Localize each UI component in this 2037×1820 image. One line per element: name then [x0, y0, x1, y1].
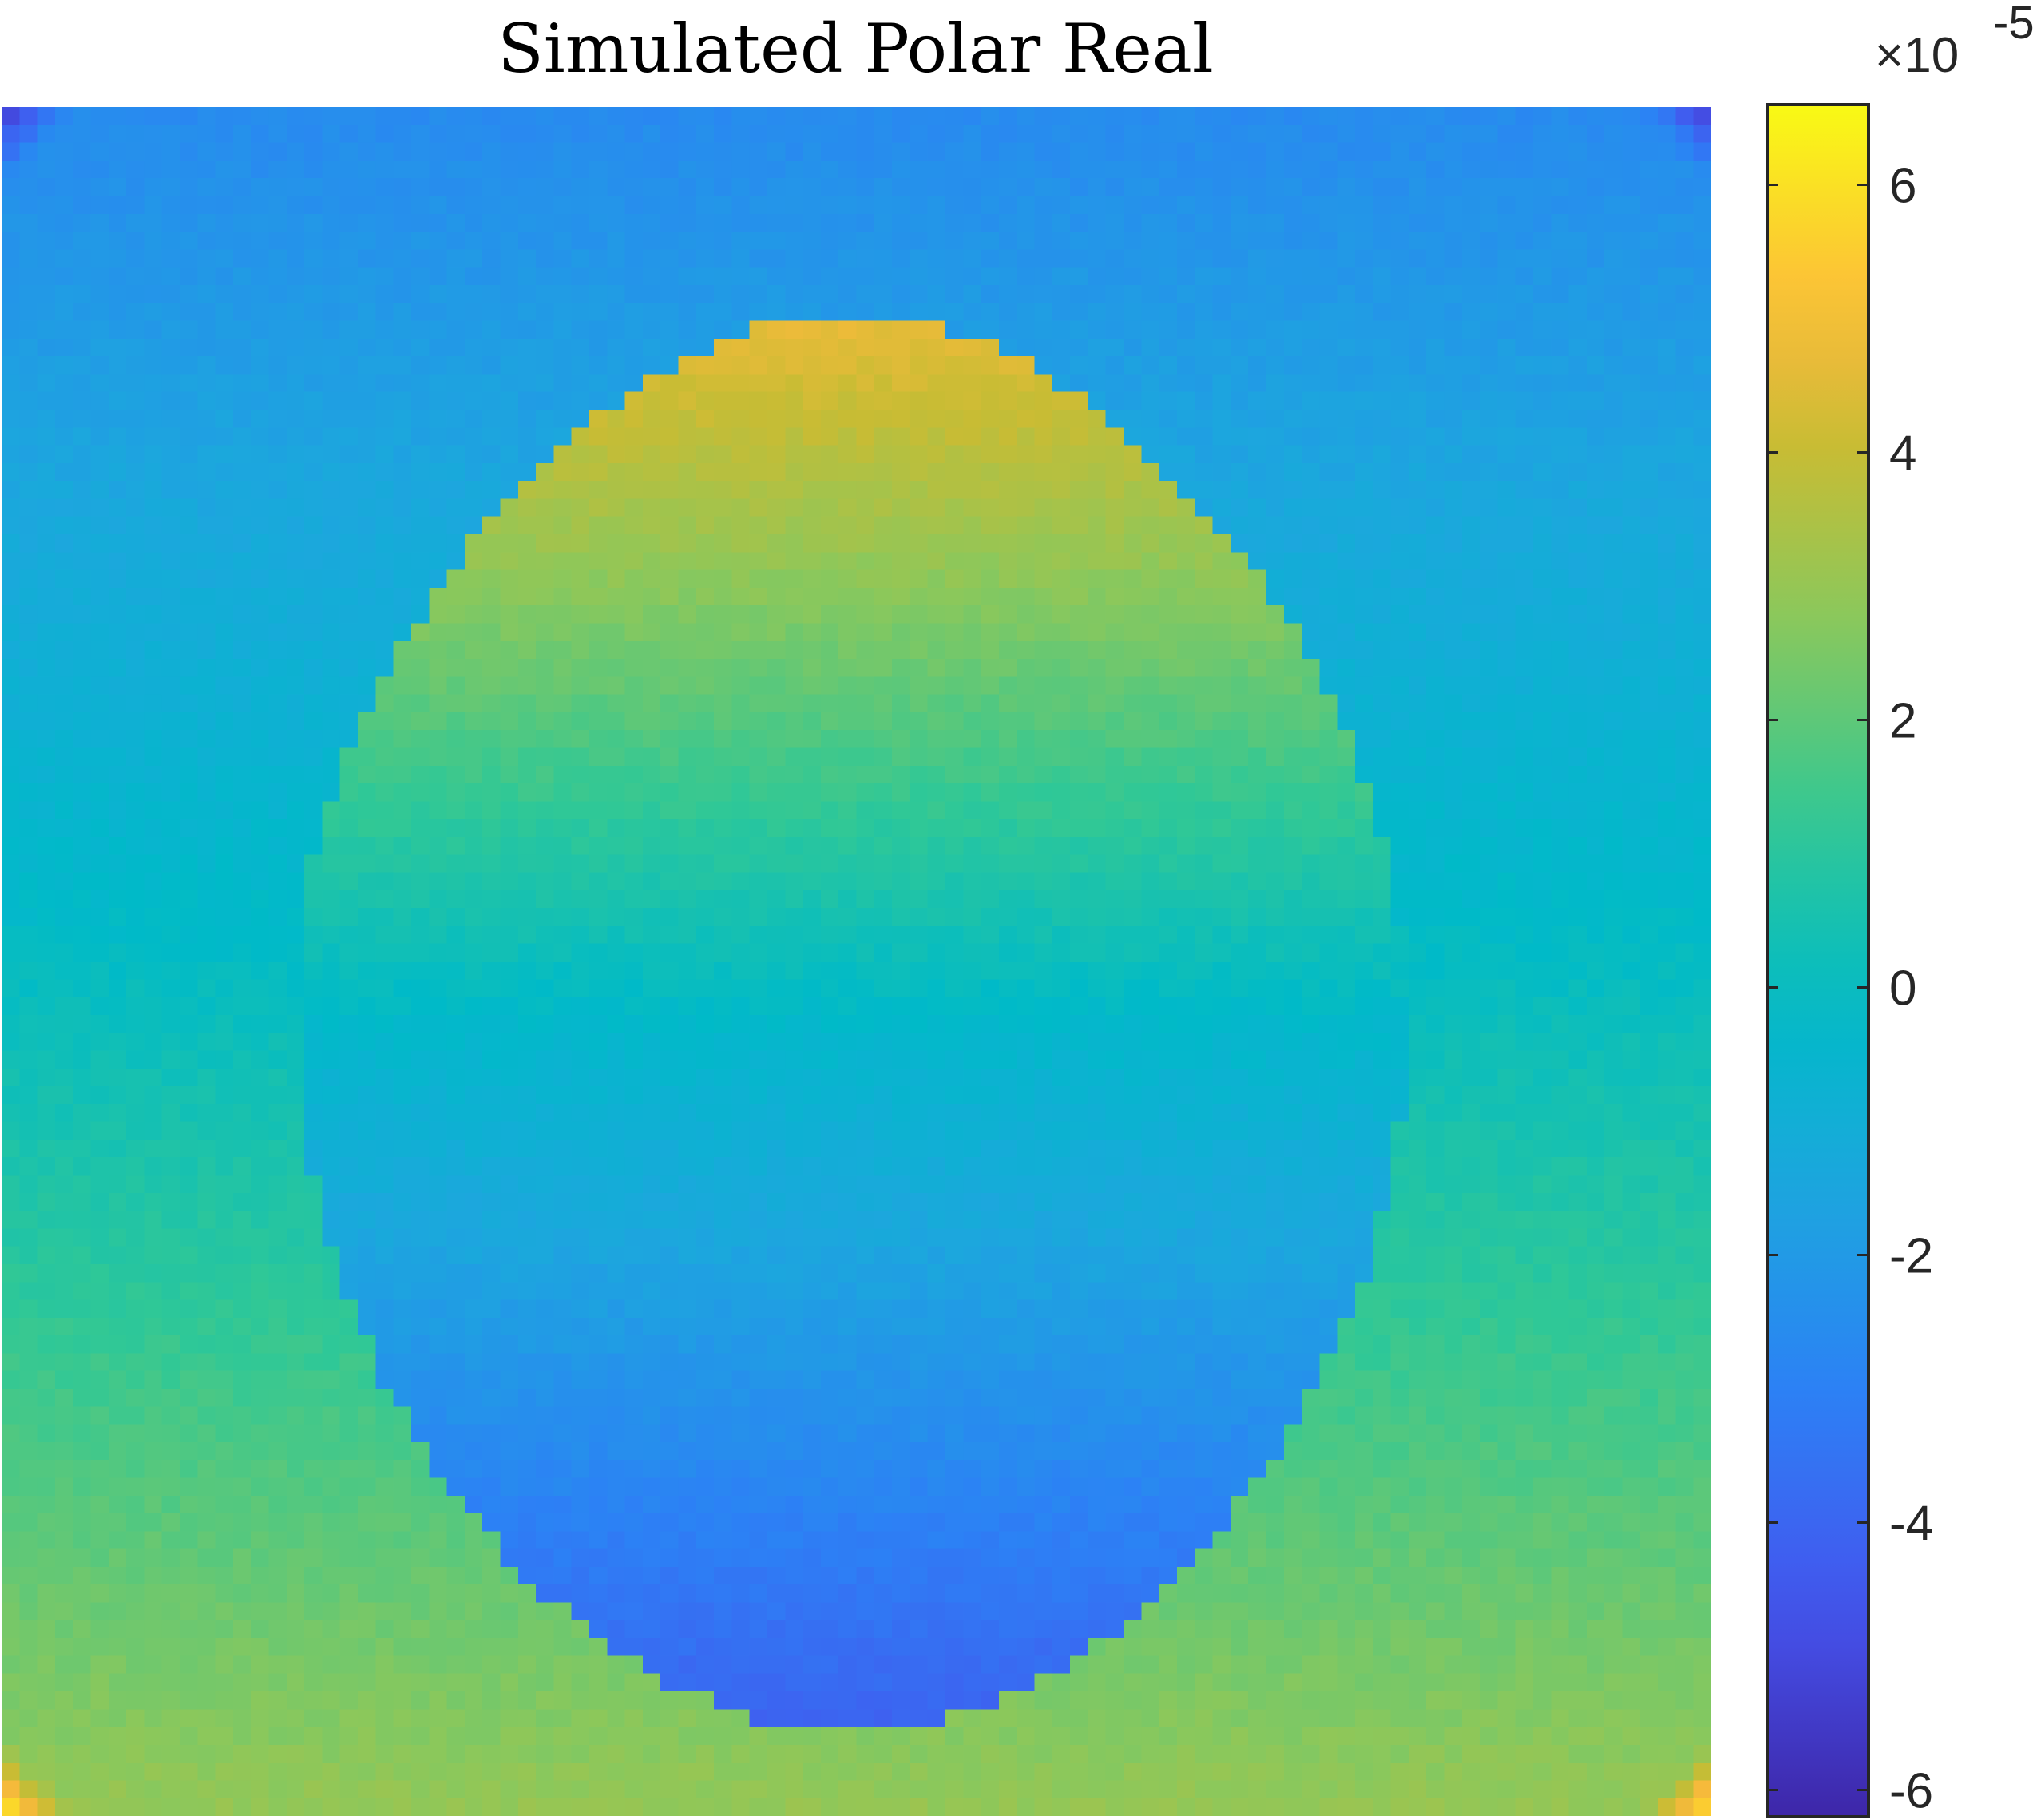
colorbar-tick-label: -6	[1889, 1764, 1933, 1819]
colorbar-tick-label: -2	[1889, 1229, 1933, 1284]
colorbar-tick-label: 0	[1889, 962, 1916, 1017]
heatmap-image	[2, 107, 1711, 1816]
colorbar-tick-label: -4	[1889, 1497, 1933, 1552]
colorbar: -6 -4 -2 0 2 4 6 ×10 -5	[1766, 0, 2035, 1819]
chart-title: Simulated Polar Real	[497, 10, 1214, 88]
colorbar-tick-label: 4	[1889, 426, 1916, 482]
colorbar-scale-exponent: -5	[1993, 0, 2035, 49]
colorbar-ticks: -6 -4 -2 0 2 4 6	[1767, 159, 1933, 1819]
colorbar-tick-label: 6	[1889, 159, 1916, 214]
colorbar-gradient	[1767, 105, 1869, 1817]
colorbar-tick-label: 2	[1889, 694, 1916, 749]
colorbar-frame	[1766, 103, 1870, 1818]
colorbar-scale-prefix: ×10	[1875, 28, 1959, 83]
